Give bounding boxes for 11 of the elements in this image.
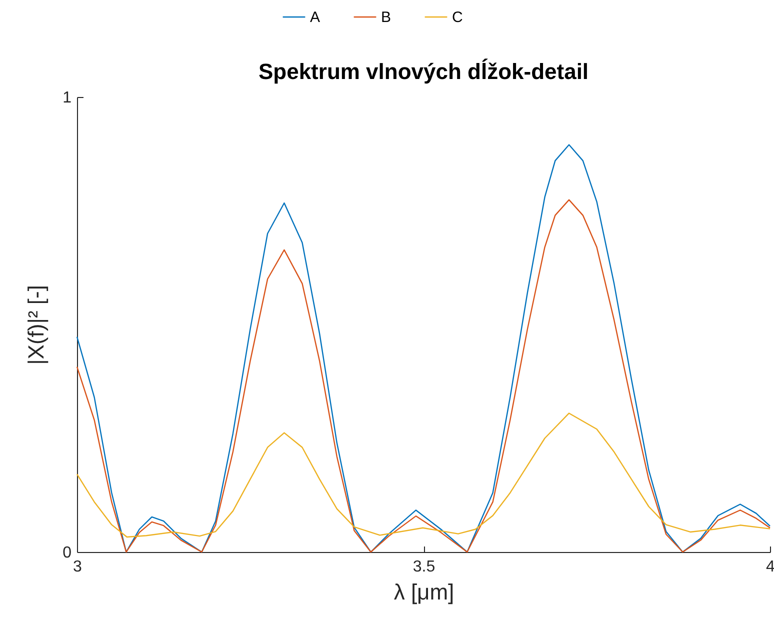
- legend-label: B: [381, 9, 392, 26]
- x-tick-label: 3.5: [412, 558, 436, 576]
- x-axis-title: λ [μm]: [394, 580, 454, 604]
- y-axis-title: |X(f)|² [-]: [24, 285, 49, 365]
- y-tick-label: 1: [62, 90, 72, 106]
- line-series: [76, 412, 771, 538]
- legend-label: C: [452, 9, 463, 26]
- x-tick-label: 3: [73, 558, 82, 576]
- chart-title: Spektrum vlnových dĺžok-detail: [258, 58, 589, 84]
- y-tick-label: 0: [62, 544, 72, 562]
- legend-label: A: [310, 9, 320, 26]
